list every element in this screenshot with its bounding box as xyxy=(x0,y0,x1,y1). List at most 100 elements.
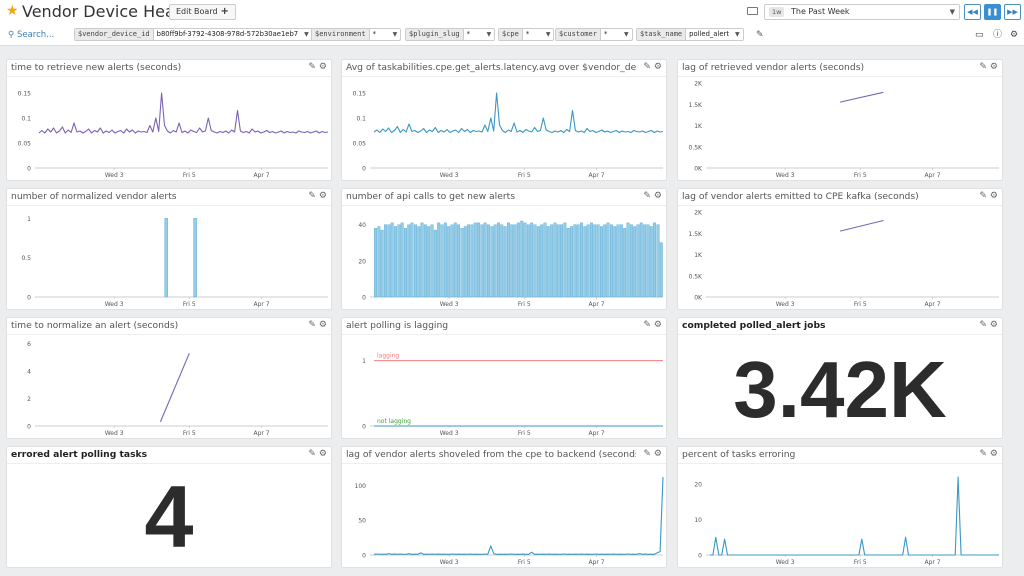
bar[interactable] xyxy=(623,228,627,298)
bar[interactable] xyxy=(384,224,388,298)
bar[interactable] xyxy=(583,226,587,298)
bar[interactable] xyxy=(533,224,537,298)
bar[interactable] xyxy=(593,224,597,298)
bar[interactable] xyxy=(413,224,417,298)
bar[interactable] xyxy=(653,222,657,298)
gear-icon[interactable]: ⚙ xyxy=(989,62,998,72)
gear-icon[interactable]: ⚙ xyxy=(653,191,662,201)
bar[interactable] xyxy=(496,222,500,298)
pencil-icon[interactable]: ✎ xyxy=(308,449,316,459)
bar[interactable] xyxy=(530,222,534,298)
bar[interactable] xyxy=(510,224,514,298)
bar[interactable] xyxy=(410,222,414,298)
bar[interactable] xyxy=(483,222,487,298)
widget[interactable]: number of api calls to get new alerts ✎ ⚙ 0… xyxy=(341,188,667,310)
bar[interactable] xyxy=(619,224,623,298)
pencil-icon[interactable]: ✎ xyxy=(308,191,316,201)
gear-icon[interactable]: ⚙ xyxy=(318,191,327,201)
var-environment[interactable]: $environment * ▼ xyxy=(311,28,402,41)
tv-mode-icon[interactable]: ▭ xyxy=(975,30,984,40)
bar[interactable] xyxy=(470,224,474,298)
bar[interactable] xyxy=(500,224,504,298)
gear-icon[interactable]: ⚙ xyxy=(989,191,998,201)
bar[interactable] xyxy=(550,224,554,298)
pencil-icon[interactable]: ✎ xyxy=(756,30,764,40)
bar[interactable] xyxy=(626,222,630,298)
bar[interactable] xyxy=(603,224,607,298)
gear-icon[interactable]: ⚙ xyxy=(653,62,662,72)
bar[interactable] xyxy=(516,222,520,298)
bar[interactable] xyxy=(450,224,454,298)
var-vendor-device-id[interactable]: $vendor_device_id b80ff9bf-3792-4308-978d… xyxy=(74,28,313,41)
pencil-icon[interactable]: ✎ xyxy=(979,449,987,459)
bar[interactable] xyxy=(546,226,550,298)
series-line[interactable] xyxy=(159,353,190,423)
bar[interactable] xyxy=(430,224,434,298)
search-button[interactable]: ⚲ Search... xyxy=(8,28,54,42)
widget[interactable]: completed polled_alert jobs ✎ ⚙ 3.42K xyxy=(677,317,1003,439)
bar[interactable] xyxy=(556,224,560,298)
var-plugin-slug[interactable]: $plugin_slug * ▼ xyxy=(405,28,496,41)
bar[interactable] xyxy=(493,224,497,298)
bar[interactable] xyxy=(596,224,600,298)
chart[interactable]: 0 0.05 0.1 0.15 Wed 3 Fri 5 Apr 7 xyxy=(7,77,331,180)
bar[interactable] xyxy=(404,228,407,298)
bar[interactable] xyxy=(649,226,653,298)
keyboard-icon[interactable] xyxy=(747,7,758,15)
bar[interactable] xyxy=(506,222,510,298)
bar[interactable] xyxy=(443,222,447,298)
widget[interactable]: lag of vendor alerts emitted to CPE kafk… xyxy=(677,188,1003,310)
bar[interactable] xyxy=(374,228,378,298)
bar[interactable] xyxy=(477,222,481,298)
series-line[interactable] xyxy=(373,92,664,134)
bar[interactable] xyxy=(636,224,640,298)
edit-board-button[interactable]: Edit Board + xyxy=(169,4,236,20)
bar[interactable] xyxy=(646,224,650,298)
info-icon[interactable]: ⓘ xyxy=(993,30,1003,40)
bar[interactable] xyxy=(486,224,490,298)
bar[interactable] xyxy=(580,222,584,298)
pencil-icon[interactable]: ✎ xyxy=(643,191,651,201)
timeframe-forward-button[interactable]: ▶▶ xyxy=(1004,4,1021,20)
bar[interactable] xyxy=(453,222,457,298)
chart[interactable]: 0 2 4 6 Wed 3 Fri 5 Apr 7 xyxy=(7,335,331,438)
bar[interactable] xyxy=(420,222,424,298)
series-line[interactable] xyxy=(839,219,884,232)
widget[interactable]: lag of vendor alerts shoveled from the c… xyxy=(341,446,667,568)
bar[interactable] xyxy=(473,222,477,298)
star-icon[interactable]: ★ xyxy=(6,3,19,19)
pencil-icon[interactable]: ✎ xyxy=(643,449,651,459)
bar[interactable] xyxy=(520,220,524,298)
bar[interactable] xyxy=(490,226,494,298)
chart[interactable]: 0 0.5 1 Wed 3 Fri 5 Apr 7 xyxy=(7,206,331,309)
widget[interactable]: alert polling is lagging ✎ ⚙ 0 1 Wed 3 Fri 5 Ap… xyxy=(341,317,667,439)
bar[interactable] xyxy=(600,226,603,298)
widget[interactable]: Avg of taskabilities.cpe.get_alerts.late… xyxy=(341,59,667,181)
bar[interactable] xyxy=(639,222,643,298)
var-task-name[interactable]: $task_name polled_alert ▼ xyxy=(636,28,744,41)
bar[interactable] xyxy=(460,228,464,298)
bar[interactable] xyxy=(193,218,197,298)
timeframe-back-button[interactable]: ◀◀ xyxy=(964,4,981,20)
bar[interactable] xyxy=(540,224,544,298)
widget[interactable]: errored alert polling tasks ✎ ⚙ 4 xyxy=(6,446,332,568)
bar[interactable] xyxy=(543,222,547,298)
var-cpe[interactable]: $cpe * ▼ xyxy=(498,28,555,41)
bar[interactable] xyxy=(629,224,633,298)
bar[interactable] xyxy=(523,222,527,298)
chart[interactable]: 0 1 Wed 3 Fri 5 Apr 7 lagging not lagging xyxy=(342,335,666,438)
bar[interactable] xyxy=(573,224,577,298)
bar[interactable] xyxy=(610,224,613,298)
bar[interactable] xyxy=(417,226,421,298)
bar[interactable] xyxy=(394,226,397,298)
bar[interactable] xyxy=(536,226,540,298)
pencil-icon[interactable]: ✎ xyxy=(308,62,316,72)
series-line[interactable] xyxy=(38,92,329,134)
bar[interactable] xyxy=(387,224,391,298)
bar[interactable] xyxy=(377,226,381,298)
bar[interactable] xyxy=(397,224,401,298)
bar[interactable] xyxy=(659,242,663,298)
chart[interactable]: 0 50 100 Wed 3 Fri 5 Apr 7 xyxy=(342,464,666,567)
bar[interactable] xyxy=(503,226,507,298)
chart[interactable]: 0 10 20 Wed 3 Fri 5 Apr 7 xyxy=(678,464,1002,567)
